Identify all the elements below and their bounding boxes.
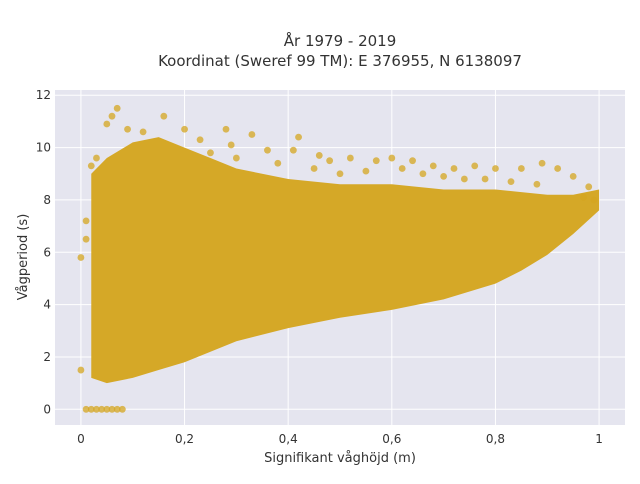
y-tick-labels: 0 2 4 6 8 10 12 [36,88,51,416]
scatter-point [450,165,458,172]
scatter-point [103,405,111,413]
scatter-point [419,170,427,178]
scatter-point [93,154,100,162]
scatter-point [232,154,240,162]
scatter-point [554,165,562,172]
y-tick-label: 8 [43,193,51,207]
scatter-point [346,154,354,162]
scatter-point [336,170,344,178]
scatter-point [113,405,121,413]
scatter-point [108,405,116,413]
x-tick-label: 1 [595,432,603,446]
y-tick-label: 0 [43,402,51,416]
scatter-point [492,165,499,172]
y-tick-label: 12 [36,88,51,102]
scatter-point [248,131,256,138]
scatter-point [181,125,188,133]
x-tick-label: 0,2 [175,432,194,446]
scatter-point [77,366,85,374]
x-tick-label: 0,6 [382,432,401,446]
chart-title-line-1: År 1979 - 2019 [284,31,397,50]
scatter-point [310,165,318,172]
scatter-point [93,405,100,413]
scatter-point [124,125,131,133]
y-tick-label: 6 [43,245,51,259]
y-tick-label: 2 [43,350,51,364]
chart-title-line-2: Koordinat (Sweref 99 TM): E 376955, N 61… [158,52,522,70]
scatter-point [538,159,546,167]
scatter-point [108,112,116,120]
scatter-point [569,172,577,180]
scatter-point [409,157,416,165]
x-tick-label: 0 [77,432,85,446]
scatter-point [98,405,106,413]
scatter-point [160,112,168,120]
scatter-point [315,152,323,159]
scatter-point [207,149,214,157]
scatter-point [326,157,334,165]
scatter-point [82,405,90,413]
scatter-point [82,217,90,225]
scatter-point [580,193,587,201]
point-cloud [91,137,600,384]
y-axis-title: Vågperiod (s) [16,214,31,301]
scatter-point [82,235,90,243]
scatter-point [388,154,396,162]
y-tick-label: 4 [43,298,51,312]
scatter-point [362,167,370,175]
scatter-point [460,175,468,183]
x-tick-labels: 0 0,2 0,4 0,6 0,8 1 [77,432,603,446]
scatter-point [103,120,111,128]
y-tick-label: 10 [36,141,51,155]
scatter-point [398,165,406,172]
scatter-point [517,165,525,172]
scatter-point [429,162,437,170]
scatter-point [87,405,95,413]
scatter-point [264,146,271,154]
scatter-point [372,157,380,165]
scatter-point [295,133,302,141]
data-points [77,104,600,413]
scatter-point [196,136,204,144]
scatter-point [139,128,147,136]
scatter-point [590,196,598,204]
scatter-point [77,254,85,261]
scatter-point [274,159,282,167]
scatter-point [471,162,479,170]
x-tick-label: 0,8 [486,432,505,446]
scatter-point [87,162,95,170]
scatter-point [533,180,541,188]
scatter-point [118,405,126,413]
scatter-point [585,183,593,191]
x-tick-label: 0,4 [279,432,298,446]
scatter-point [507,178,515,186]
scatter-point [113,104,121,112]
scatter-point [481,175,489,183]
scatter-point [289,146,297,154]
scatter-point [227,141,235,149]
x-axis-title: Signifikant våghöjd (m) [264,451,416,466]
scatter-point [440,172,448,180]
scatter-point [222,125,230,133]
